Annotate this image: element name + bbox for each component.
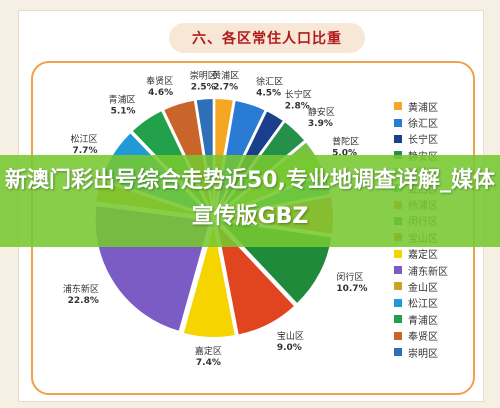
slice-value-label: 4.5% (256, 89, 281, 99)
promo-banner-text: 新澳门彩出号综合走势近50,专业地调查详解_媒体宣传版GBZ (5, 168, 495, 229)
legend-item: 松江区 (394, 295, 478, 311)
slice-value-label: 7.7% (73, 146, 98, 156)
slice-category-label: 闵行区 (336, 271, 363, 283)
legend-item: 青浦区 (394, 311, 478, 327)
legend-swatch (394, 249, 402, 258)
legend-item: 浦东新区 (394, 262, 478, 278)
slice-category-label: 松江区 (70, 133, 97, 145)
legend-item: 徐汇区 (394, 114, 478, 130)
legend-swatch (394, 315, 402, 324)
slice-category-label: 长宁区 (285, 89, 312, 101)
legend-label: 徐汇区 (408, 119, 438, 131)
slice-value-label: 2.8% (285, 102, 310, 112)
slice-value-label: 3.9% (308, 119, 333, 129)
legend-label: 松江区 (408, 299, 438, 311)
legend-swatch (394, 348, 402, 357)
slice-value-label: 7.4% (196, 358, 221, 368)
pie-slice-9 (181, 221, 238, 339)
legend-label: 长宁区 (408, 135, 438, 147)
legend-item: 金山区 (394, 278, 478, 294)
slice-category-label: 普陀区 (332, 136, 359, 148)
legend-label: 奉贤区 (408, 332, 438, 344)
legend-item: 黄浦区 (394, 98, 478, 114)
legend-label: 浦东新区 (408, 266, 448, 278)
legend-swatch (394, 266, 402, 275)
chart-title: 六、各区常住人口比重 (169, 23, 365, 53)
slice-value-label: 22.8% (68, 296, 99, 306)
legend-swatch (394, 134, 402, 143)
promo-banner (0, 155, 500, 247)
slice-category-label: 崇明区 (190, 70, 217, 81)
legend-label: 青浦区 (408, 315, 438, 327)
legend-label: 金山区 (408, 282, 438, 294)
legend-swatch (394, 118, 402, 127)
slice-category-label: 徐汇区 (256, 76, 283, 88)
slice-category-label: 静安区 (308, 106, 335, 118)
legend-label: 嘉定区 (408, 250, 438, 262)
legend-label: 崇明区 (408, 348, 438, 360)
slice-category-label: 宝山区 (277, 330, 304, 342)
slice-value-label: 2.7% (213, 82, 238, 92)
slice-value-label: 10.7% (336, 284, 367, 294)
legend-label: 黄浦区 (408, 102, 438, 114)
legend-item: 崇明区 (394, 344, 478, 360)
legend-item: 长宁区 (394, 131, 478, 147)
pie-slice-8 (214, 218, 297, 337)
slice-category-label: 奉贤区 (146, 75, 173, 87)
legend-swatch (394, 298, 402, 307)
slice-category-label: 青浦区 (109, 93, 136, 105)
legend-swatch (394, 102, 402, 111)
legend-swatch (394, 331, 402, 340)
legend-item: 奉贤区 (394, 327, 478, 343)
legend-item: 嘉定区 (394, 246, 478, 262)
legend-swatch (394, 282, 402, 291)
slice-value-label: 5.1% (111, 106, 136, 116)
slice-value-label: 2.5% (191, 82, 216, 92)
slice-category-label: 黄浦区 (212, 69, 239, 81)
slice-category-label: 嘉定区 (195, 345, 222, 357)
slice-value-label: 9.0% (277, 343, 302, 353)
slice-value-label: 5.0% (332, 149, 357, 159)
slice-value-label: 4.6% (148, 88, 173, 98)
slice-category-label: 浦东新区 (63, 283, 99, 295)
